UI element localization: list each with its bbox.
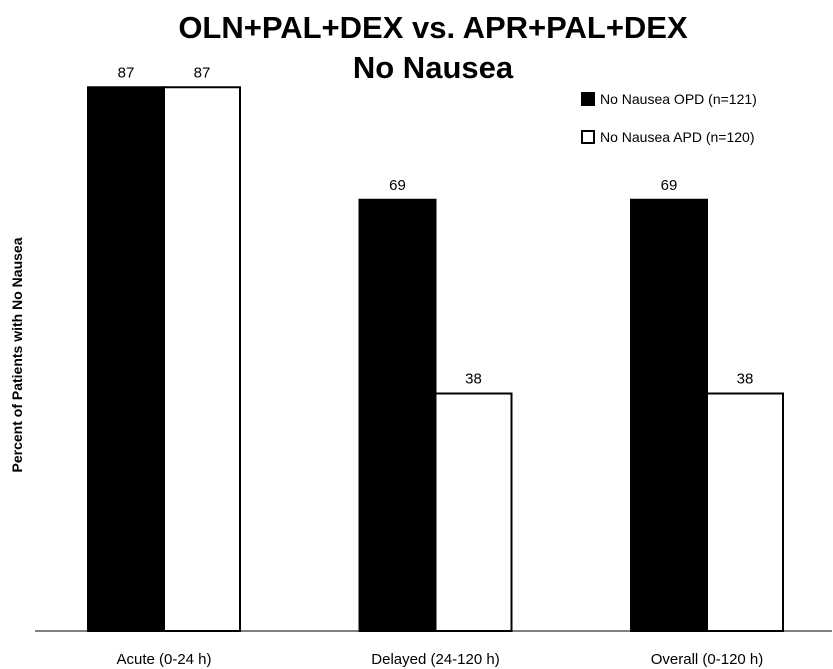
bar-opd-2 xyxy=(630,198,708,632)
data-label-apd-2: 38 xyxy=(737,371,754,388)
bar-apd-2 xyxy=(706,392,784,632)
legend-swatch-1 xyxy=(581,130,595,144)
x-tick-label-1: Delayed (24-120 h) xyxy=(371,651,499,668)
bars-group xyxy=(87,86,784,632)
legend: No Nausea OPD (n=121) No Nausea APD (n=12… xyxy=(581,91,757,145)
bar-apd-0 xyxy=(163,86,241,632)
y-axis-label: Percent of Patients with No Nausea xyxy=(9,237,25,472)
data-label-opd-0: 87 xyxy=(118,64,135,81)
legend-label-1: No Nausea APD (n=120) xyxy=(600,129,754,145)
data-label-apd-1: 38 xyxy=(465,371,482,388)
legend-label-0: No Nausea OPD (n=121) xyxy=(600,91,757,107)
data-label-apd-0: 87 xyxy=(194,64,211,81)
x-tick-label-2: Overall (0-120 h) xyxy=(651,651,764,668)
chart-subtitle: No Nausea xyxy=(353,50,514,85)
x-tick-label-0: Acute (0-24 h) xyxy=(116,651,211,668)
bar-opd-0 xyxy=(87,86,165,632)
legend-swatch-0 xyxy=(581,92,595,106)
labels-group: 87 87 Acute (0-24 h) 69 38 Delayed (24-120 h)… xyxy=(116,64,763,668)
data-label-opd-1: 69 xyxy=(389,177,406,194)
bar-opd-1 xyxy=(358,198,437,632)
chart-title: OLN+PAL+DEX vs. APR+PAL+DEX xyxy=(178,10,688,45)
bar-apd-1 xyxy=(434,392,513,632)
data-label-opd-2: 69 xyxy=(661,177,678,194)
